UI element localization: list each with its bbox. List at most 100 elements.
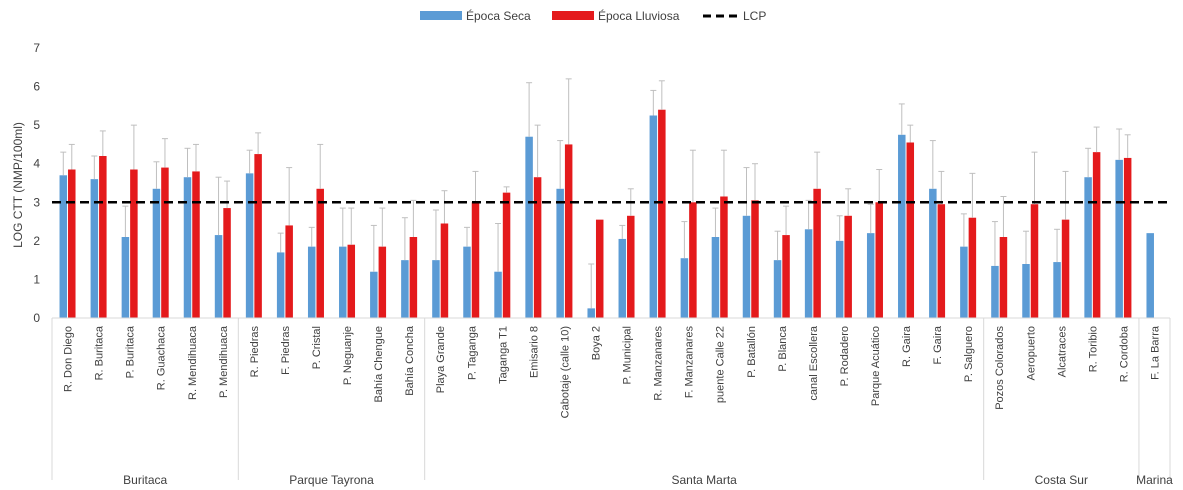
bar-seca — [711, 237, 720, 318]
bar-lluviosa — [378, 246, 387, 318]
x-tick-label: P. Neguanje — [342, 326, 354, 385]
bar-seca — [960, 246, 968, 318]
bar-seca — [59, 175, 68, 318]
bar-lluviosa — [316, 188, 324, 318]
legend-label: Época Lluviosa — [598, 8, 680, 23]
bar-seca — [991, 265, 999, 318]
x-tick-label: P. Mendihuaca — [218, 325, 230, 398]
x-tick-label: Bahía Concha — [404, 325, 416, 396]
bar-seca — [307, 246, 316, 318]
bar-lluviosa — [161, 167, 169, 318]
x-tick-label: R. Gaira — [901, 325, 913, 367]
y-axis: 0 1 2 3 4 5 6 7 — [33, 41, 40, 325]
x-tick-label: Emisario 8 — [528, 326, 540, 378]
bar-lluviosa — [409, 237, 418, 318]
group-label: Santa Marta — [671, 473, 737, 487]
x-tick-label: canal Escollera — [808, 325, 820, 400]
x-tick-label: P. Municipal — [622, 326, 634, 385]
bar-seca — [866, 233, 875, 318]
x-tick-label: P. Buritaca — [125, 325, 137, 378]
bar-seca — [742, 215, 751, 318]
bar-lluviosa — [1123, 157, 1132, 318]
bar-lluviosa — [875, 202, 883, 318]
bar-seca — [1146, 233, 1154, 318]
y-tick-label: 7 — [33, 41, 40, 55]
group-label: Parque Tayrona — [289, 473, 374, 487]
bar-lluviosa — [1030, 204, 1039, 318]
bar-lluviosa — [564, 144, 573, 318]
x-tick-label: R. Manzanares — [653, 326, 665, 401]
bar-seca — [276, 252, 285, 318]
x-tick-label: R. Mendihuaca — [187, 325, 199, 400]
bar-seca — [680, 258, 689, 318]
bar-seca — [339, 246, 347, 318]
bar-seca — [121, 237, 130, 318]
bar-lluviosa — [533, 177, 542, 318]
bar-seca — [432, 260, 440, 318]
bar-lluviosa — [471, 202, 480, 318]
legend-swatch-lluviosa — [552, 11, 594, 20]
bar-lluviosa — [813, 188, 821, 318]
x-tick-label: R. Cordoba — [1118, 325, 1130, 382]
x-tick-label: F. Gaira — [932, 325, 944, 364]
plot-area — [59, 78, 1154, 318]
bar-seca — [804, 229, 813, 318]
bar-seca — [587, 308, 595, 318]
x-tick-label: Aeropuerto — [1025, 326, 1037, 380]
y-axis-label: LOG CTT (NMP/100ml) — [11, 122, 25, 248]
bar-lluviosa — [285, 225, 293, 318]
bar-lluviosa — [440, 223, 449, 318]
x-tick-label: Boya 2 — [590, 326, 602, 360]
x-tick-label: Playa Grande — [435, 326, 447, 393]
legend-label: LCP — [743, 9, 766, 23]
bar-lluviosa — [595, 219, 604, 318]
x-tick-label: F. La Barra — [1149, 325, 1161, 380]
bar-seca — [1084, 177, 1092, 318]
y-tick-label: 4 — [33, 157, 40, 171]
x-tick-label: P. Batallón — [746, 326, 758, 378]
x-tick-label: puente Calle 22 — [715, 326, 727, 403]
bar-lluviosa — [99, 156, 107, 318]
bar-lluviosa — [906, 142, 915, 318]
bar-lluviosa — [223, 208, 231, 318]
y-tick-label: 6 — [33, 80, 40, 94]
group-label: Marina — [1136, 473, 1173, 487]
x-axis: R. Don Diego R. Buritaca P. Buritaca R. Gua… — [51, 317, 1173, 487]
bar-seca — [152, 188, 161, 318]
legend-label: Época Seca — [466, 8, 531, 23]
bar-lluviosa — [658, 109, 666, 318]
bar-seca — [245, 173, 254, 318]
bar-seca — [463, 246, 471, 318]
bar-seca — [401, 260, 409, 318]
bar-seca — [494, 271, 502, 318]
y-tick-label: 2 — [33, 234, 40, 248]
x-tick-label: Bahía Chengue — [373, 326, 385, 402]
bar-lluviosa — [627, 215, 635, 318]
bar-seca — [898, 134, 906, 318]
x-tick-label: Alcatraces — [1056, 326, 1068, 378]
group-label: Buritaca — [123, 473, 167, 487]
bar-lluviosa — [502, 192, 511, 318]
bar-seca — [1115, 159, 1123, 318]
legend-swatch-seca — [420, 11, 462, 20]
bar-seca — [835, 240, 844, 318]
bar-lluviosa — [999, 237, 1008, 318]
y-tick-label: 0 — [33, 311, 40, 325]
bar-lluviosa — [1092, 152, 1101, 318]
bar-seca — [929, 188, 937, 318]
bar-lluviosa — [130, 169, 138, 318]
bar-seca — [525, 136, 533, 318]
x-tick-label: R. Buritaca — [94, 325, 106, 380]
group-label: Costa Sur — [1035, 473, 1088, 487]
bar-lluviosa — [689, 202, 697, 318]
x-tick-label: P. Blanca — [777, 325, 789, 372]
x-tick-label: Pozos Colorados — [994, 326, 1006, 410]
x-tick-label: R. Guachaca — [156, 325, 168, 390]
y-tick-label: 3 — [33, 195, 40, 209]
x-tick-label: F. Piedras — [280, 326, 292, 375]
bar-seca — [370, 271, 378, 318]
x-tick-label: P. Cristal — [311, 326, 323, 369]
y-tick-label: 5 — [33, 118, 40, 132]
bar-seca — [618, 238, 627, 318]
